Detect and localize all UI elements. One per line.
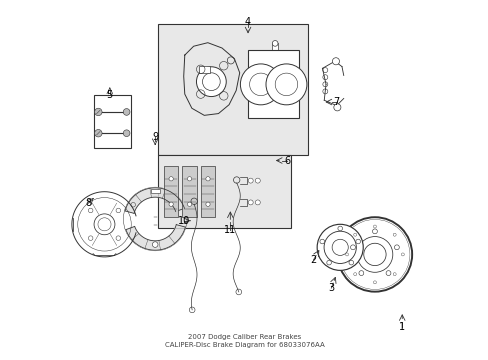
- Circle shape: [116, 236, 121, 240]
- Circle shape: [248, 200, 253, 205]
- Text: 9: 9: [152, 132, 158, 143]
- Circle shape: [152, 242, 158, 247]
- Bar: [157, 24, 307, 155]
- Circle shape: [345, 253, 348, 256]
- Text: 10: 10: [178, 216, 190, 226]
- Text: 7: 7: [333, 97, 339, 107]
- Circle shape: [205, 177, 210, 181]
- Circle shape: [205, 202, 210, 206]
- Bar: [157, 155, 290, 228]
- Circle shape: [94, 108, 102, 116]
- Circle shape: [358, 271, 363, 275]
- Bar: [199, 66, 209, 73]
- Circle shape: [353, 273, 356, 276]
- Circle shape: [363, 243, 386, 266]
- Circle shape: [392, 273, 395, 276]
- Text: 11: 11: [224, 225, 236, 235]
- Circle shape: [401, 253, 404, 256]
- Circle shape: [255, 200, 260, 205]
- Circle shape: [373, 281, 376, 284]
- Circle shape: [196, 67, 226, 96]
- Circle shape: [88, 208, 93, 213]
- Circle shape: [355, 239, 360, 244]
- Circle shape: [386, 271, 390, 275]
- Circle shape: [350, 245, 355, 250]
- Circle shape: [116, 208, 121, 213]
- Circle shape: [169, 202, 173, 206]
- Circle shape: [240, 64, 281, 105]
- Circle shape: [123, 109, 130, 115]
- Text: 1: 1: [398, 322, 405, 332]
- Circle shape: [373, 225, 376, 228]
- Circle shape: [317, 224, 363, 270]
- Text: 2007 Dodge Caliber Rear Brakes
CALIPER-Disc Brake Diagram for 68033076AA: 2007 Dodge Caliber Rear Brakes CALIPER-D…: [164, 334, 324, 348]
- Bar: [247, 50, 299, 118]
- Circle shape: [123, 130, 130, 136]
- Text: 8: 8: [85, 198, 91, 208]
- Circle shape: [88, 236, 93, 240]
- Circle shape: [94, 214, 115, 235]
- Bar: [94, 95, 131, 148]
- Text: 2: 2: [310, 255, 316, 265]
- Text: 3: 3: [327, 283, 334, 293]
- Bar: [201, 166, 215, 217]
- Circle shape: [326, 260, 331, 265]
- Circle shape: [348, 260, 353, 265]
- Text: 4: 4: [244, 17, 251, 27]
- Circle shape: [319, 239, 324, 244]
- Circle shape: [333, 104, 340, 111]
- Circle shape: [187, 177, 191, 181]
- Circle shape: [372, 229, 377, 234]
- Circle shape: [248, 178, 253, 183]
- Circle shape: [392, 233, 395, 236]
- Polygon shape: [125, 188, 184, 213]
- Bar: [272, 44, 277, 51]
- Polygon shape: [125, 225, 185, 250]
- Text: 5: 5: [106, 90, 113, 100]
- Bar: [163, 166, 178, 217]
- Circle shape: [353, 233, 356, 236]
- Circle shape: [169, 177, 173, 181]
- Bar: [182, 166, 196, 217]
- Text: 6: 6: [284, 156, 289, 166]
- Circle shape: [272, 41, 277, 46]
- Circle shape: [265, 64, 306, 105]
- Circle shape: [337, 217, 411, 292]
- Circle shape: [337, 226, 342, 231]
- Circle shape: [187, 202, 191, 206]
- Bar: [150, 189, 160, 193]
- Circle shape: [394, 245, 399, 250]
- Circle shape: [332, 58, 339, 65]
- Circle shape: [255, 178, 260, 183]
- Circle shape: [94, 130, 102, 137]
